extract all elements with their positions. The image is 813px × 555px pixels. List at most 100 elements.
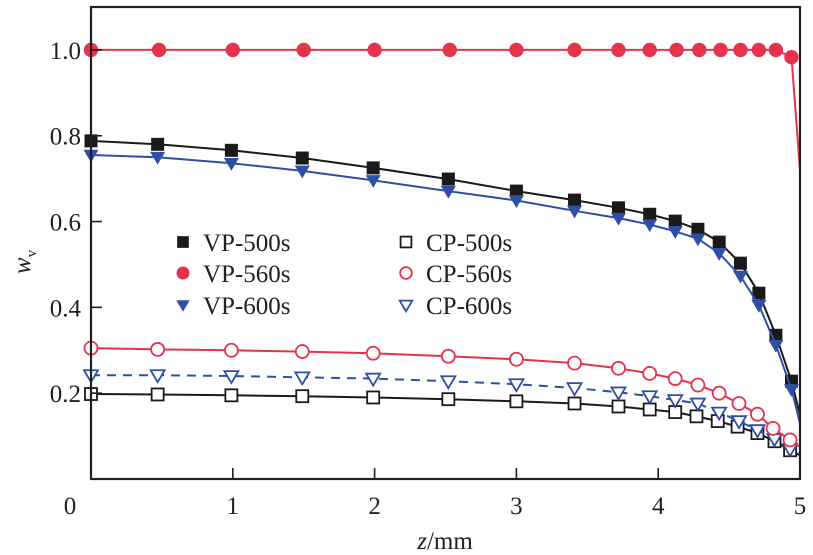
data-point-vp-560s: [784, 50, 799, 65]
data-point-cp-560s: [611, 360, 626, 376]
data-point-cp-560s: [642, 366, 658, 381]
data-point-vp-600s: [783, 384, 799, 397]
y-axis-title-main: w: [9, 257, 36, 274]
data-point-vp-560s: [151, 42, 167, 58]
data-point-vp-600s: [667, 226, 683, 239]
x-tick-label: 5: [794, 493, 807, 520]
data-point-cp-500s: [611, 399, 626, 414]
data-point-cp-600s: [439, 375, 457, 390]
legend-label: VP-600s: [203, 293, 291, 320]
data-point-cp-560s: [750, 406, 765, 422]
series-vp-560s: [83, 42, 801, 171]
y-axis-title: wv: [9, 249, 40, 274]
data-point-cp-500s: [295, 389, 310, 404]
y-axis-title-sub: v: [24, 249, 40, 257]
data-point-vp-560s: [733, 42, 748, 58]
data-point-cp-600s: [689, 397, 707, 413]
data-point-vp-500s: [668, 214, 682, 228]
data-point-cp-560s: [667, 371, 683, 386]
data-point-cp-500s: [509, 394, 524, 409]
data-point-vp-500s: [643, 207, 657, 221]
legend-marker-vp-500s: [177, 236, 189, 248]
data-point-cp-560s: [782, 432, 798, 448]
data-point-vp-500s: [691, 222, 705, 236]
data-point-vp-600s: [768, 339, 784, 353]
x-tick-label: 3: [510, 493, 523, 520]
data-point-vp-560s: [692, 42, 707, 58]
data-point-vp-560s: [642, 42, 657, 58]
data-point-cp-500s: [441, 392, 456, 407]
data-point-vp-600s: [711, 248, 727, 261]
legend-marker-cp-560s: [399, 266, 413, 280]
legend-label: CP-560s: [426, 261, 512, 288]
data-point-cp-560s: [690, 377, 706, 393]
data-point-vp-600s: [223, 157, 239, 171]
data-point-cp-600s: [507, 378, 525, 393]
data-point-vp-500s: [733, 256, 747, 270]
data-point-cp-600s: [710, 406, 728, 422]
y-tick-label: 0.2: [50, 381, 81, 408]
legend-item-vp-500s: VP-500s: [177, 230, 291, 257]
legend-marker-vp-600s: [176, 300, 190, 312]
data-point-cp-600s: [730, 415, 748, 430]
data-point-cp-500s: [567, 396, 582, 411]
data-point-cp-560s: [440, 348, 456, 364]
legend-label: CP-500s: [426, 230, 512, 257]
data-point-vp-560s: [509, 42, 524, 58]
data-point-vp-600s: [610, 212, 626, 226]
data-point-cp-500s: [150, 387, 165, 402]
data-point-vp-500s: [509, 184, 523, 198]
data-point-vp-600s: [567, 205, 583, 219]
series-vp-500s: [84, 134, 801, 415]
data-point-cp-560s: [711, 385, 727, 401]
legend-item-vp-600s: VP-600s: [176, 293, 291, 320]
data-point-vp-500s: [712, 235, 726, 249]
legend-label: CP-600s: [426, 293, 512, 320]
data-point-vp-600s: [440, 185, 456, 199]
data-point-vp-600s: [690, 233, 706, 247]
data-point-vp-500s: [224, 143, 238, 157]
legend-item-cp-500s: CP-500s: [399, 230, 512, 257]
plot-frame: [89, 5, 802, 481]
data-point-vp-600s: [751, 299, 767, 313]
data-point-vp-500s: [151, 137, 165, 151]
data-point-cp-600s: [666, 394, 684, 409]
data-point-vp-560s: [768, 42, 784, 58]
legend-item-cp-560s: CP-560s: [399, 261, 512, 288]
legend-marker-cp-500s: [399, 235, 413, 249]
data-point-cp-560s: [365, 345, 381, 361]
data-point-cp-600s: [222, 370, 240, 385]
data-point-vp-600s: [508, 195, 524, 209]
data-point-vp-500s: [568, 193, 582, 207]
legend-marker-vp-560s: [176, 266, 190, 280]
y-tick-label: 0.6: [50, 210, 81, 237]
data-point-cp-600s: [364, 372, 382, 388]
data-point-vp-500s: [611, 201, 625, 215]
data-point-cp-560s: [223, 342, 239, 358]
legend-marker-cp-600s: [398, 299, 414, 314]
data-point-vp-560s: [567, 42, 582, 58]
data-point-vp-600s: [294, 165, 310, 179]
data-point-cp-560s: [294, 344, 310, 359]
data-point-vp-500s: [752, 286, 766, 300]
series-line-vp-560s: [91, 48, 801, 171]
series-line-vp-600s: [90, 154, 801, 424]
series-cp-560s: [83, 340, 801, 449]
ticks-layer: 0 1 2 3 4 5 0.2 0.4 0.6 0.8 1.0: [50, 38, 807, 520]
data-point-cp-600s: [293, 371, 311, 387]
data-point-vp-560s: [713, 42, 728, 58]
legend-item-cp-600s: CP-600s: [398, 293, 512, 320]
x-tick-label: 1: [227, 493, 240, 520]
data-point-cp-600s: [641, 390, 659, 405]
data-point-cp-500s: [366, 390, 381, 405]
x-tick-label: 4: [652, 493, 665, 520]
data-point-vp-600s: [365, 175, 381, 188]
data-point-vp-560s: [751, 42, 767, 58]
data-point-vp-560s: [611, 42, 626, 58]
data-point-vp-560s: [669, 42, 684, 58]
data-point-vp-500s: [441, 172, 455, 186]
data-point-cp-500s: [224, 388, 239, 403]
series-cp-600s: [82, 369, 801, 458]
y-tick-label: 0.4: [50, 295, 82, 322]
x-tick-label: 0: [64, 493, 77, 520]
